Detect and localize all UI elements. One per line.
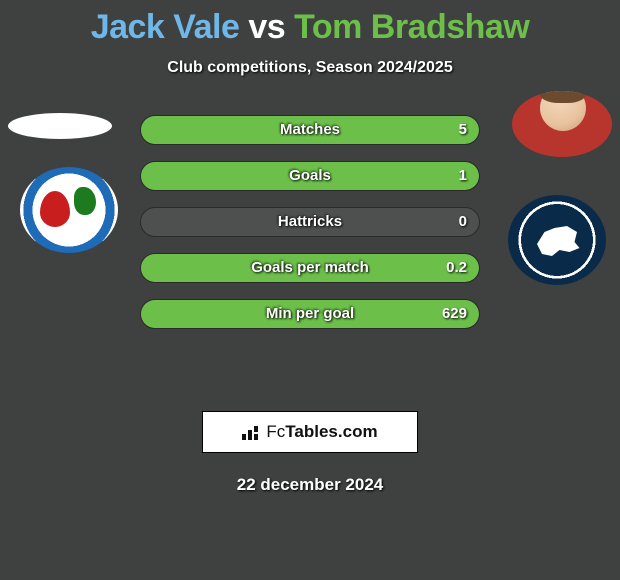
bar-value-right: 5 — [459, 116, 467, 144]
chart-icon — [242, 424, 262, 440]
stat-bar: Goals per match0.2 — [140, 253, 480, 283]
stat-bars: Matches5Goals1Hattricks0Goals per match0… — [140, 115, 480, 345]
player2-name: Tom Bradshaw — [294, 8, 529, 46]
comparison-title: Jack Vale vs Tom Bradshaw — [0, 0, 620, 47]
bar-value-right: 0 — [459, 208, 467, 236]
player1-avatar — [8, 113, 112, 139]
bar-value-right: 1 — [459, 162, 467, 190]
club-left-badge — [20, 167, 118, 253]
stat-bar: Goals1 — [140, 161, 480, 191]
lion-icon — [532, 220, 582, 260]
bar-value-right: 0.2 — [446, 254, 467, 282]
player1-name: Jack Vale — [91, 8, 240, 46]
bar-label: Hattricks — [141, 208, 479, 236]
bar-label: Matches — [141, 116, 479, 144]
subtitle: Club competitions, Season 2024/2025 — [0, 59, 620, 77]
club-right-badge — [508, 195, 606, 285]
date-text: 22 december 2024 — [0, 475, 620, 495]
bar-label: Goals — [141, 162, 479, 190]
bar-label: Min per goal — [141, 300, 479, 328]
vs-text: vs — [248, 8, 285, 46]
player2-avatar — [512, 91, 612, 157]
stat-bar: Min per goal629 — [140, 299, 480, 329]
bar-value-right: 629 — [442, 300, 467, 328]
stat-bar: Matches5 — [140, 115, 480, 145]
fctables-logo: FcTables.com — [202, 411, 418, 453]
comparison-area: Matches5Goals1Hattricks0Goals per match0… — [0, 107, 620, 407]
stat-bar: Hattricks0 — [140, 207, 480, 237]
logo-text: FcTables.com — [266, 422, 377, 442]
bar-label: Goals per match — [141, 254, 479, 282]
